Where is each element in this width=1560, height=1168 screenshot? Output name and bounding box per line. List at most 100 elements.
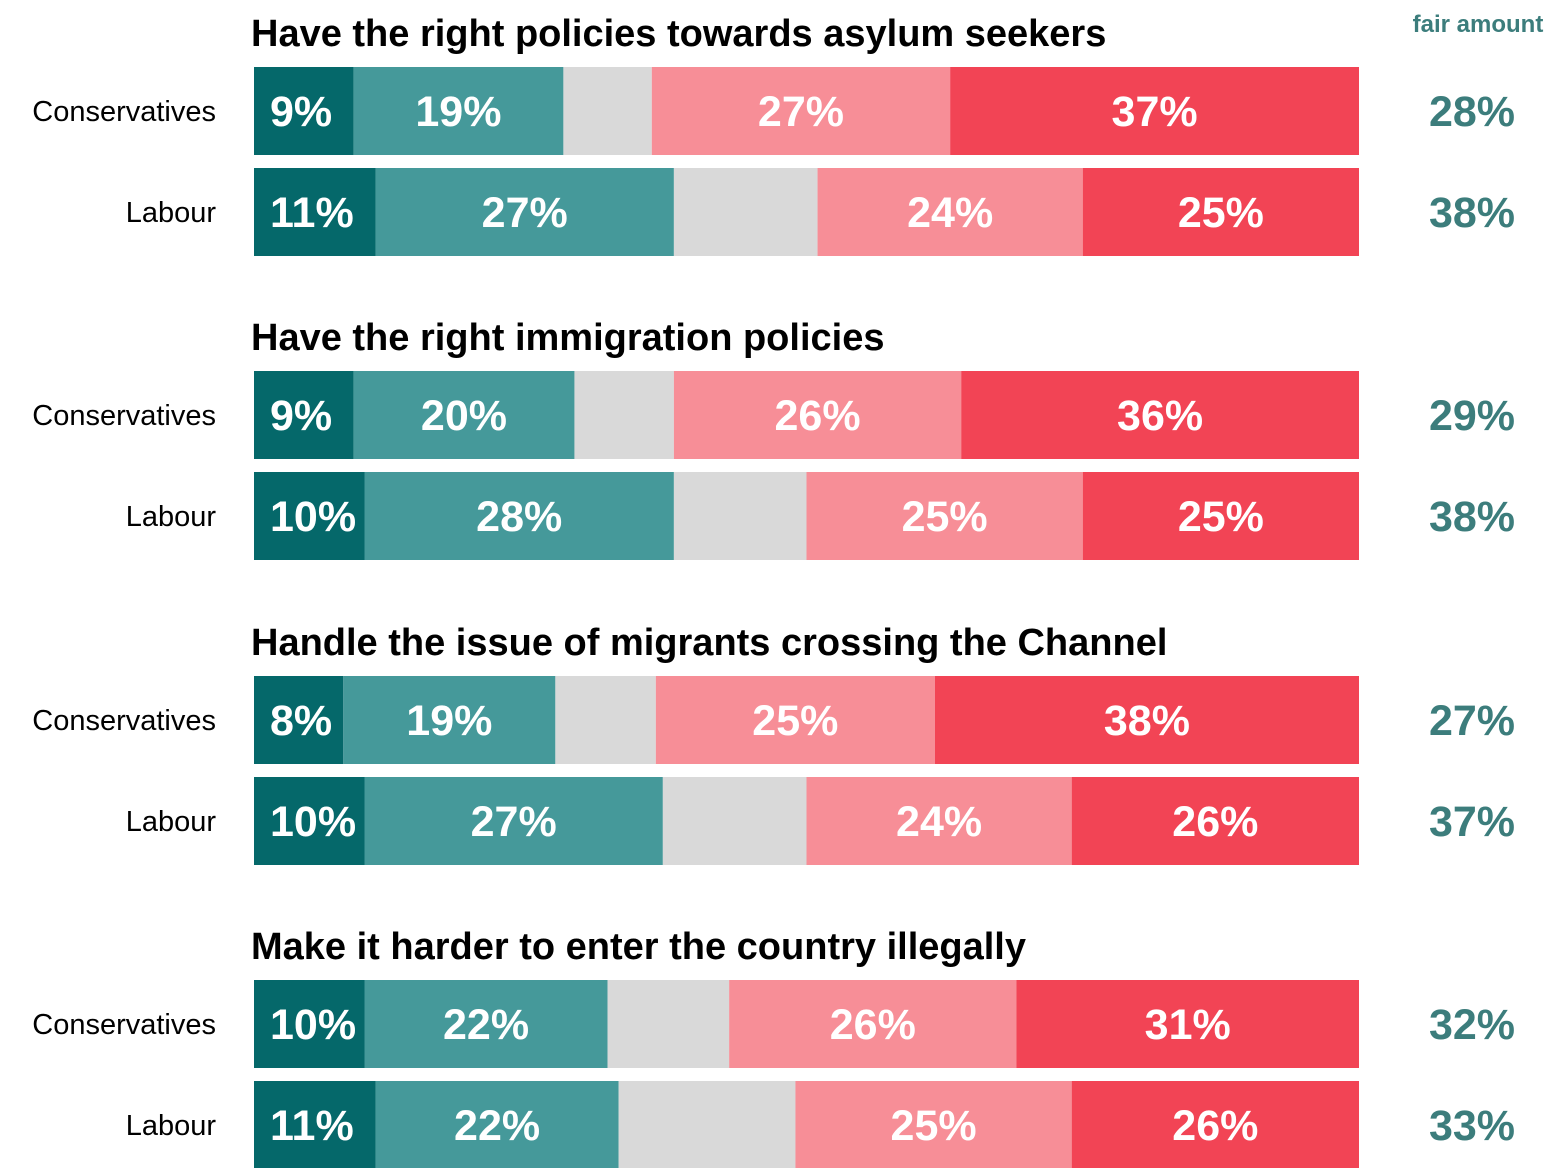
bar-row: Labour 11% 22% 25% 26% 33%	[126, 1081, 1515, 1168]
segment-value-label: 25%	[902, 493, 988, 541]
bar-segment-dont-know	[662, 777, 807, 865]
bar-segment-great-deal	[254, 472, 365, 560]
segment-value-label: 27%	[482, 189, 568, 237]
segment-value-label: 25%	[891, 1102, 977, 1150]
segment-value-label: 28%	[476, 493, 562, 541]
segment-value-label: 11%	[270, 189, 354, 237]
segment-value-label: 26%	[775, 392, 861, 440]
party-label: Labour	[126, 501, 217, 533]
segment-value-label: 24%	[907, 189, 993, 237]
bar-segment-not-at-all	[961, 371, 1359, 459]
segment-value-label: 10%	[270, 798, 356, 846]
party-label: Labour	[126, 197, 217, 229]
bar-segment-fair-amount	[364, 472, 674, 560]
bar-segment-fair-amount	[364, 777, 663, 865]
segment-value-label: 31%	[1145, 1001, 1231, 1049]
segment-value-label: 25%	[1178, 493, 1264, 541]
bar-segment-fair-amount	[343, 676, 556, 764]
net-value-label: 38%	[1429, 189, 1515, 237]
panel-title: Handle the issue of migrants crossing th…	[251, 622, 1167, 664]
bar-segment-dont-know	[607, 980, 730, 1068]
bar-row: Labour 10% 28% 25% 25% 38%	[126, 472, 1515, 560]
bar-segment-not-very-much	[806, 777, 1072, 865]
bar-segment-great-deal	[254, 67, 354, 155]
bar-row: Labour 10% 27% 24% 26% 37%	[126, 777, 1515, 865]
bar-segment-not-at-all	[1082, 168, 1359, 256]
bar-row: Conservatives 9% 20% 26% 36% 29%	[32, 371, 1515, 459]
bar-segment-not-very-much	[673, 371, 962, 459]
segment-value-label: 26%	[1172, 798, 1258, 846]
net-value-label: 27%	[1429, 697, 1515, 745]
chart-panel: Have the right policies towards asylum s…	[32, 13, 1515, 256]
net-column-header: fair amount	[1413, 11, 1544, 38]
chart-panel: Make it harder to enter the country ille…	[32, 926, 1515, 1168]
bar-segment-not-very-much	[655, 676, 935, 764]
bar-segment-fair-amount	[375, 1081, 619, 1168]
bar-segment-not-very-much	[729, 980, 1017, 1068]
panel-title: Have the right policies towards asylum s…	[251, 13, 1106, 55]
segment-value-label: 25%	[752, 697, 838, 745]
bar-segment-great-deal	[254, 980, 365, 1068]
party-label: Labour	[126, 1110, 217, 1142]
bar-row: Conservatives 8% 19% 25% 38% 27%	[32, 676, 1515, 764]
segment-value-label: 19%	[406, 697, 492, 745]
segment-value-label: 36%	[1117, 392, 1203, 440]
bar-segment-dont-know	[618, 1081, 796, 1168]
net-value-label: 33%	[1429, 1102, 1515, 1150]
party-label: Conservatives	[32, 705, 216, 737]
bar-segment-dont-know	[574, 371, 674, 459]
segment-value-label: 24%	[896, 798, 982, 846]
segment-value-label: 26%	[1172, 1102, 1258, 1150]
segment-value-label: 22%	[443, 1001, 529, 1049]
bar-segment-dont-know	[555, 676, 656, 764]
segment-value-label: 19%	[415, 88, 501, 136]
bar-segment-not-at-all	[1082, 472, 1359, 560]
chart-panel: Have the right immigration policies Conse…	[32, 317, 1515, 560]
bar-segment-great-deal	[254, 371, 354, 459]
bar-segment-fair-amount	[353, 67, 564, 155]
net-value-label: 38%	[1429, 493, 1515, 541]
bar-segment-dont-know	[673, 168, 818, 256]
party-label: Conservatives	[32, 1009, 216, 1041]
segment-value-label: 11%	[270, 1102, 354, 1150]
party-label: Conservatives	[32, 96, 216, 128]
panel-title: Have the right immigration policies	[251, 317, 884, 359]
segment-value-label: 22%	[454, 1102, 540, 1150]
segment-value-label: 25%	[1178, 189, 1264, 237]
bar-segment-great-deal	[254, 777, 365, 865]
bar-segment-not-very-much	[651, 67, 951, 155]
bar-segment-dont-know	[673, 472, 807, 560]
bar-segment-great-deal	[254, 676, 344, 764]
bar-row: Conservatives 10% 22% 26% 31% 32%	[32, 980, 1515, 1068]
bar-row: Conservatives 9% 19% 27% 37% 28%	[32, 67, 1515, 155]
segment-value-label: 27%	[758, 88, 844, 136]
bar-segment-not-very-much	[817, 168, 1083, 256]
segment-value-label: 20%	[421, 392, 507, 440]
net-value-label: 28%	[1429, 88, 1515, 136]
segment-value-label: 27%	[471, 798, 557, 846]
segment-value-label: 9%	[270, 392, 332, 440]
bar-segment-not-at-all	[1071, 1081, 1359, 1168]
party-label: Labour	[126, 806, 217, 838]
segment-value-label: 8%	[270, 697, 332, 745]
segment-value-label: 9%	[270, 88, 332, 136]
segment-value-label: 37%	[1112, 88, 1198, 136]
chart-panels: Have the right policies towards asylum s…	[32, 13, 1515, 1168]
chart-panel: Handle the issue of migrants crossing th…	[32, 622, 1515, 865]
bar-segment-not-very-much	[806, 472, 1083, 560]
segment-value-label: 26%	[830, 1001, 916, 1049]
bar-segment-dont-know	[563, 67, 652, 155]
bar-row: Labour 11% 27% 24% 25% 38%	[126, 168, 1515, 256]
segment-value-label: 38%	[1104, 697, 1190, 745]
bar-segment-not-at-all	[950, 67, 1359, 155]
bar-segment-great-deal	[254, 1081, 376, 1168]
panel-title: Make it harder to enter the country ille…	[251, 926, 1026, 968]
bar-segment-fair-amount	[364, 980, 608, 1068]
net-value-label: 32%	[1429, 1001, 1515, 1049]
segment-value-label: 10%	[270, 493, 356, 541]
net-value-label: 29%	[1429, 392, 1515, 440]
bar-segment-not-very-much	[795, 1081, 1072, 1168]
bar-segment-not-at-all	[1016, 980, 1359, 1068]
party-label: Conservatives	[32, 400, 216, 432]
